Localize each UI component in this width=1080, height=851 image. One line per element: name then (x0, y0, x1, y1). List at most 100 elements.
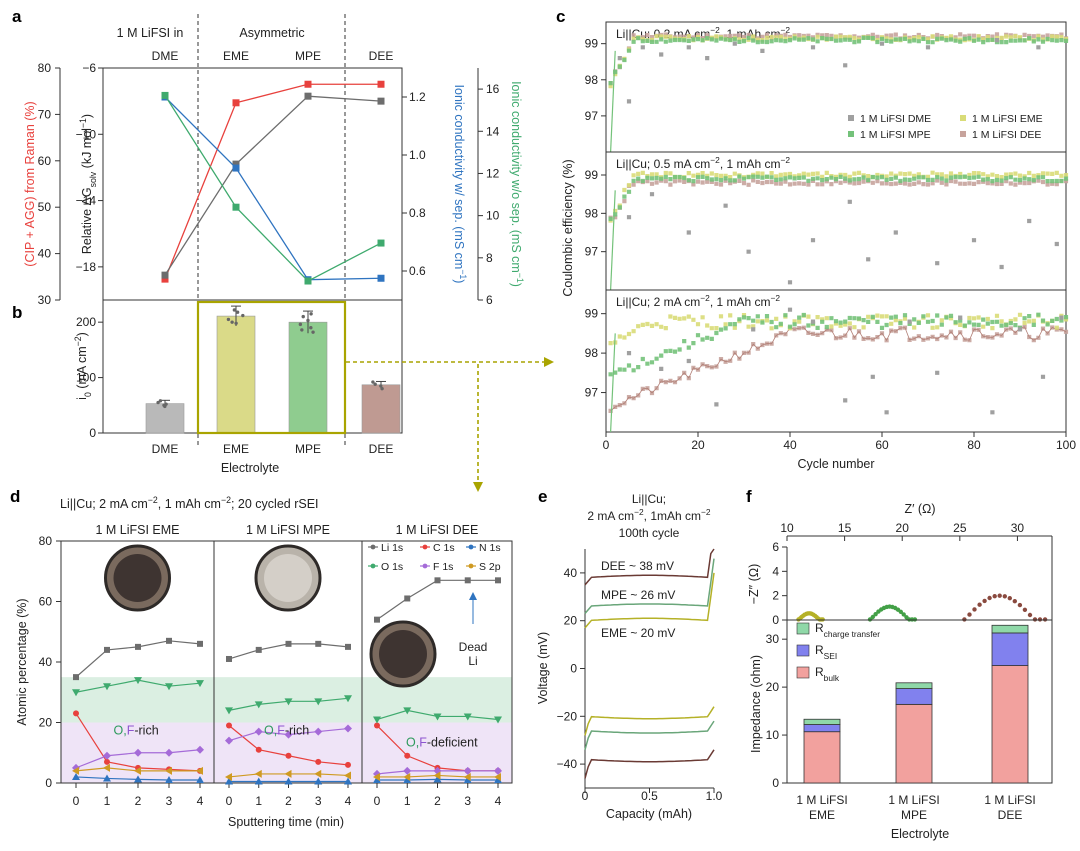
y-label: Voltage (mV) (536, 632, 550, 704)
marker-n (72, 772, 80, 780)
data-point (162, 403, 166, 407)
band-note: O,F-rich (264, 724, 309, 738)
marker-s (314, 769, 322, 778)
band-note-part: -deficient (427, 736, 478, 750)
legend-label: Rbulk (815, 665, 840, 683)
stacked-bar-segment (991, 624, 1029, 634)
y-label-part: ) (75, 332, 89, 336)
legend-label: N 1s (479, 542, 501, 554)
x-label: Capacity (mAh) (606, 807, 692, 821)
title-line: Li||Cu; (632, 492, 666, 506)
subplot-title: 1 M LiFSI MPE (246, 523, 330, 537)
data-point (298, 322, 303, 327)
subplot-title-part: Li||Cu; 0.5 mA cm (616, 157, 710, 171)
data-point (300, 328, 304, 332)
marker-c (404, 752, 411, 759)
series-markers-dme (626, 192, 1059, 285)
panel-title-part: ; 20 cycled rSEI (231, 497, 319, 511)
y-tick: 0 (772, 776, 779, 790)
panel-label-e: e (538, 487, 547, 506)
x-tick: 10 (780, 521, 794, 535)
legend-label-part: R (815, 665, 824, 679)
legend-label-part: S 2 (479, 561, 495, 573)
x-tick: 100 (1056, 438, 1076, 452)
x-tick-label: EME (223, 442, 249, 456)
y-label-dg-part: (kJ mol (80, 128, 94, 172)
band-note-part: O, (114, 724, 127, 738)
discharge-curve (584, 720, 715, 750)
sample-photo-center (264, 554, 312, 602)
y-label-dg: Relative ΔGsolv (kJ mol−1) (78, 114, 98, 254)
y-tick-nosep: 16 (486, 82, 500, 96)
legend-label: 1 M LiFSI EME (972, 113, 1043, 125)
legend-label: 1 M LiFSI MPE (860, 129, 931, 141)
series-line-li (376, 579, 498, 621)
y-tick: 99 (585, 168, 599, 182)
x-tick: 2 (434, 794, 441, 808)
y-tick: 4 (772, 564, 779, 578)
x-tick-label: DEE (998, 808, 1023, 822)
x-label: Electrolyte (891, 827, 949, 841)
marker-s (134, 766, 141, 775)
marker-o (344, 695, 352, 703)
marker-s (494, 772, 501, 781)
series-point (304, 92, 312, 100)
series-point (161, 275, 169, 283)
y-tick-raman: 60 (38, 154, 52, 168)
y-label-dg-part: ) (80, 114, 94, 118)
y-tick: 2 (772, 589, 779, 603)
marker-o (403, 707, 412, 715)
y-tick-nosep: 12 (486, 166, 500, 180)
x-tick: 0 (374, 794, 381, 808)
marker-c (285, 752, 292, 759)
data-point (379, 384, 383, 388)
x-tick: 1 (404, 794, 411, 808)
marker-o (284, 698, 293, 706)
subplot-title-part: , 1 mAh cm (720, 157, 781, 171)
marker-s (373, 772, 380, 781)
marker-o (433, 713, 442, 721)
nyquist-arc-eme (796, 611, 825, 622)
data-point (309, 312, 313, 316)
legend-label: S 2p (479, 561, 501, 573)
plot-frame (605, 151, 1067, 291)
initial-line (610, 333, 616, 433)
legend-label-part: charge transfer (824, 629, 881, 639)
subplot-title: 1 M LiFSI EME (95, 523, 179, 537)
legend-label: 1 M LiFSI DME (860, 113, 931, 125)
marker-li (464, 577, 471, 584)
legend-marker (468, 563, 474, 569)
subplot-title: 1 M LiFSI DEE (396, 523, 479, 537)
marker-li (166, 637, 172, 644)
marker-n (403, 775, 412, 783)
x-tick: 60 (875, 438, 889, 452)
category-label: DEE (369, 49, 394, 63)
marker-o (373, 716, 381, 724)
bar (288, 321, 328, 434)
x-tick-label: DEE (369, 442, 394, 456)
legend-marker (468, 544, 474, 550)
band-note-part: -rich (134, 724, 158, 738)
marker-s (463, 772, 471, 781)
y-tick: 98 (585, 206, 599, 220)
legend-marker (422, 544, 428, 550)
category-label: MPE (295, 49, 321, 63)
stacked-bar-segment (895, 682, 933, 689)
series-label: MPE ~ 26 mV (601, 588, 675, 602)
y-tick-raman: 70 (38, 107, 52, 121)
y-tick-sep: 0.8 (409, 206, 426, 220)
x-tick-label: MPE (295, 442, 321, 456)
series-markers-eme (608, 34, 1069, 89)
marker-li (404, 595, 411, 602)
y-tick: 98 (585, 346, 599, 360)
band-note-part: O, (264, 724, 277, 738)
x-label: Sputtering time (min) (228, 815, 344, 829)
sample-photo-center (113, 554, 162, 602)
marker-li (226, 655, 232, 662)
series-line (164, 95, 382, 282)
legend-marker (960, 131, 966, 137)
y-label-sep: Ionic conductivity w/ sep. (mS cm−1) (452, 85, 468, 284)
marker-s (403, 772, 411, 781)
marker-o (463, 713, 472, 721)
y-label-part: 0 (83, 392, 93, 397)
